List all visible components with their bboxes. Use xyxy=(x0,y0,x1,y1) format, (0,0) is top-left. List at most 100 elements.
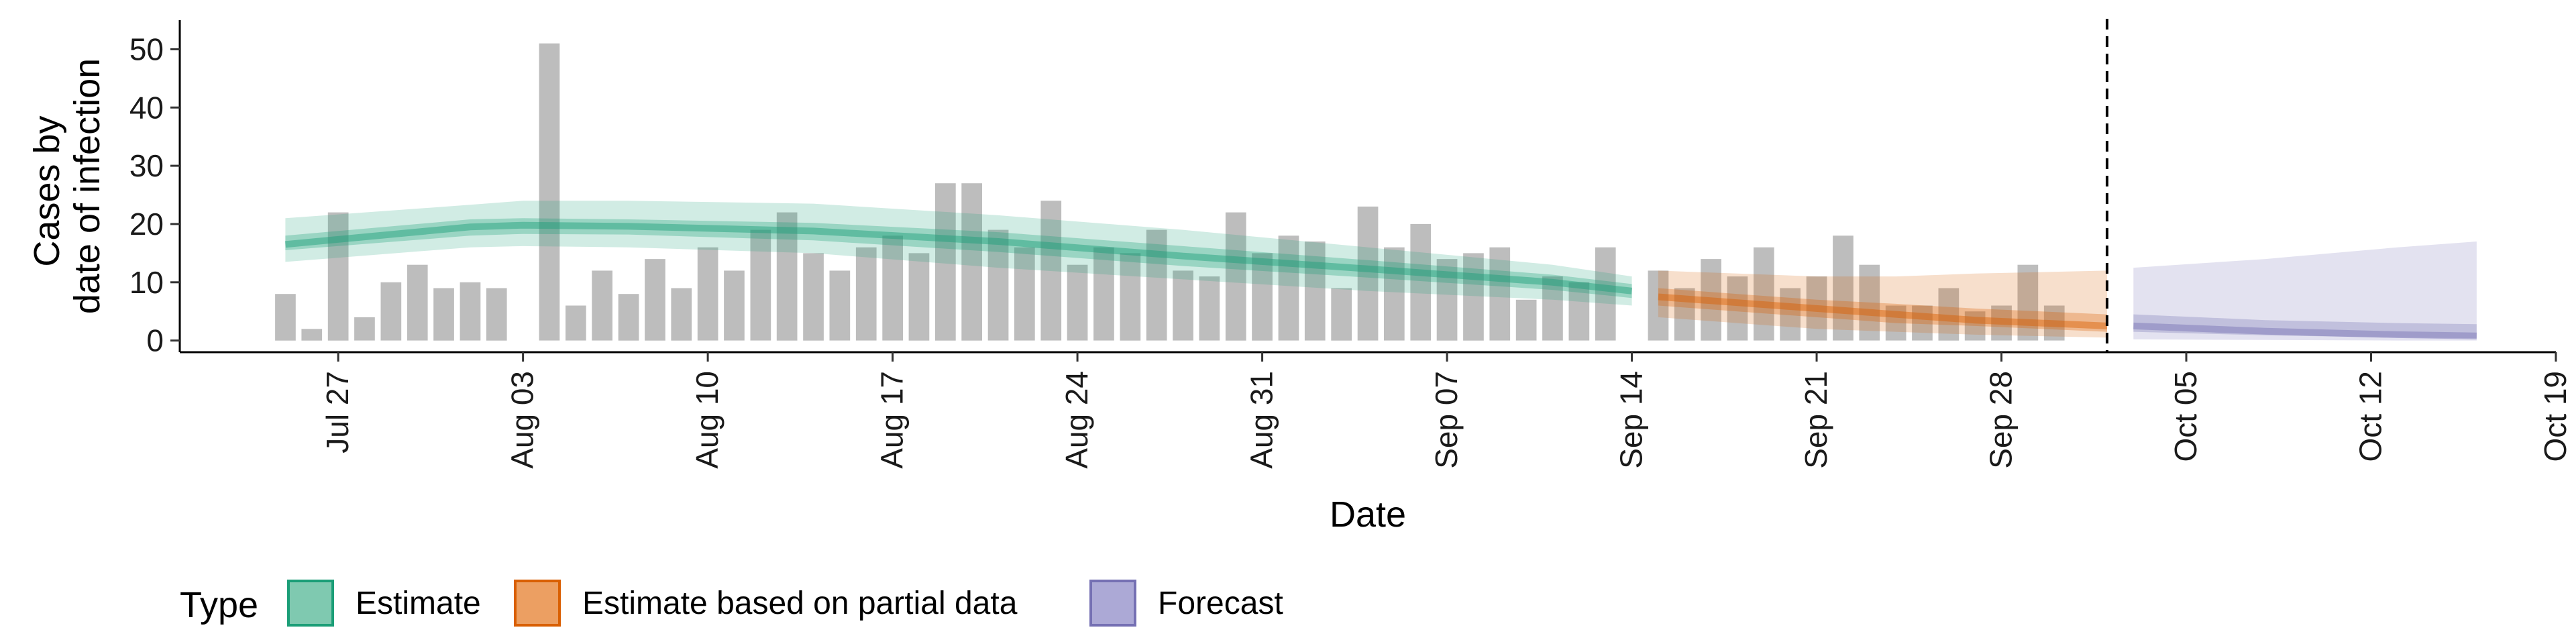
case-bar xyxy=(433,288,454,341)
case-bar xyxy=(1199,276,1220,341)
x-tick-label: Sep 28 xyxy=(1984,371,2019,469)
case-bar xyxy=(1146,229,1167,341)
case-bar xyxy=(1225,212,1246,341)
partial-estimate-ribbon-50 xyxy=(1658,288,2107,332)
case-bar xyxy=(566,305,586,341)
case-bar xyxy=(935,183,956,341)
case-bar xyxy=(1806,276,1827,341)
forecast-ribbon-50 xyxy=(2133,314,2477,339)
forecast-ribbon-90 xyxy=(2133,241,2477,341)
case-bar xyxy=(1542,276,1563,341)
case-bar xyxy=(776,212,798,341)
case-bar xyxy=(539,43,560,341)
legend-label-estimate: Estimate xyxy=(356,586,481,621)
x-tick-label: Aug 17 xyxy=(875,371,910,469)
x-tick-label: Sep 07 xyxy=(1429,371,1464,469)
case-bar xyxy=(1568,282,1590,341)
x-tick-label: Aug 10 xyxy=(690,371,724,469)
case-bar xyxy=(327,212,349,341)
partial-estimate-median-line xyxy=(1658,293,2108,329)
case-bar xyxy=(1964,311,1986,341)
case-bar xyxy=(1067,264,1088,341)
estimate-ribbon-50 xyxy=(285,218,1632,299)
case-bar xyxy=(1833,235,1854,341)
x-axis-title: Date xyxy=(1330,494,1406,535)
x-tick-label: Oct 19 xyxy=(2538,371,2573,462)
case-bar xyxy=(1674,288,1695,341)
case-bar xyxy=(1436,259,1458,341)
case-bar xyxy=(908,253,930,341)
legend: Type Estimate Estimate based on partial d… xyxy=(180,580,1283,627)
case-bar xyxy=(1991,305,2012,341)
case-bar xyxy=(1648,270,1669,341)
case-bar xyxy=(1938,288,1960,341)
bars xyxy=(275,43,2065,341)
legend-key-estimate xyxy=(287,580,334,627)
case-bar xyxy=(1120,253,1141,341)
x-tick-label: Aug 24 xyxy=(1059,371,1094,469)
case-bar xyxy=(1727,276,1748,341)
x-tick-label: Sep 21 xyxy=(1799,371,1833,469)
x-tick-label: Oct 12 xyxy=(2353,371,2388,462)
y-tick-label: 0 xyxy=(146,323,164,358)
legend-key-forecast xyxy=(1089,580,1136,627)
case-bar xyxy=(275,294,296,341)
case-bar xyxy=(1093,247,1114,341)
case-bar xyxy=(1304,241,1326,341)
case-bar xyxy=(460,282,481,341)
estimate-median-line xyxy=(284,221,1633,294)
legend-label-partial-estimate: Estimate based on partial data xyxy=(582,586,1018,621)
case-bar xyxy=(1754,247,1774,341)
y-tick-label: 50 xyxy=(129,32,164,66)
case-bar xyxy=(1463,253,1484,341)
case-bar xyxy=(1489,247,1511,341)
case-bar xyxy=(1331,288,1352,341)
case-bar xyxy=(1859,264,1880,341)
x-tick-label: Oct 05 xyxy=(2168,371,2203,462)
case-bar xyxy=(1701,259,1721,341)
case-bar xyxy=(2017,264,2039,341)
case-bar xyxy=(1595,247,1616,341)
case-bar xyxy=(618,294,639,341)
case-bar xyxy=(592,270,612,341)
partial-estimate-ribbon-90 xyxy=(1658,270,2107,338)
case-bar xyxy=(724,270,745,341)
case-bar xyxy=(354,317,375,341)
y-tick-label: 30 xyxy=(129,148,164,183)
case-bar xyxy=(1885,305,1907,341)
case-bar xyxy=(2043,305,2065,341)
forecast-median-line xyxy=(2133,322,2477,339)
y-tick-label: 40 xyxy=(129,90,164,125)
case-bar xyxy=(1384,247,1405,341)
case-bar xyxy=(987,229,1009,341)
y-axis-title: Cases by date of infection xyxy=(27,58,107,314)
case-bar xyxy=(1252,253,1273,341)
estimate-ribbon-90 xyxy=(285,201,1632,306)
case-bar xyxy=(301,329,323,341)
y-axis-title-line-2: date of infection xyxy=(67,58,107,314)
case-bar xyxy=(829,270,851,341)
case-bar xyxy=(645,259,665,341)
x-tick-label: Aug 03 xyxy=(505,371,540,469)
case-bar xyxy=(380,282,402,341)
y-axis-title-line-1: Cases by xyxy=(27,115,67,266)
axes: 0 10 20 30 40 50 Jul 27 Aug 03 Aug 10 Aug 17 Aug 2… xyxy=(129,19,2573,469)
case-bar xyxy=(1278,235,1299,341)
x-tick-label: Jul 27 xyxy=(320,371,355,453)
legend-title: Type xyxy=(180,585,258,625)
case-bar xyxy=(1780,288,1801,341)
case-bar xyxy=(1040,201,1062,341)
case-bar xyxy=(803,253,824,341)
case-bar xyxy=(961,183,982,341)
y-tick-label: 20 xyxy=(129,207,164,241)
case-bar xyxy=(750,229,771,341)
case-bar xyxy=(1410,223,1432,341)
y-tick-label: 10 xyxy=(129,265,164,300)
case-bar xyxy=(697,247,718,341)
case-bar xyxy=(671,288,692,341)
case-bar xyxy=(1357,206,1379,341)
case-bar xyxy=(1014,247,1035,341)
case-bar xyxy=(486,288,507,341)
case-bar xyxy=(1912,305,1933,341)
